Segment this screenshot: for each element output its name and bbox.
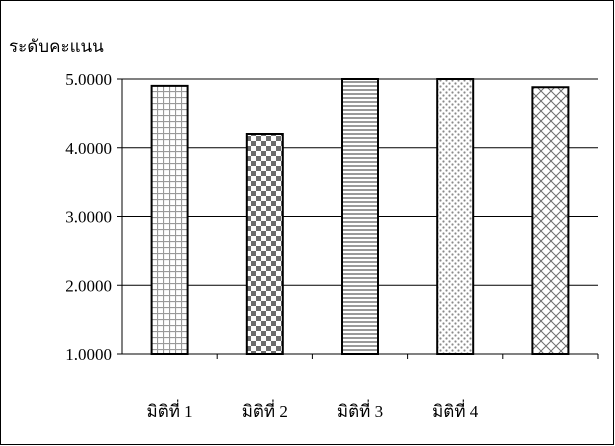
- y-tick-label: 3.0000: [65, 208, 112, 227]
- bar-4: [436, 78, 475, 355]
- y-tick-label: 4.0000: [65, 139, 112, 158]
- x-tick-label: มิติที่ 2: [242, 399, 288, 421]
- x-tick-label: มิติที่ 1: [146, 399, 192, 421]
- y-tick-label: 1.0000: [65, 345, 112, 364]
- bar-1: [150, 84, 189, 355]
- bar-3: [341, 78, 379, 355]
- x-tick-label: มิติที่ 4: [432, 399, 479, 421]
- y-tick-label: 5.0000: [65, 70, 112, 89]
- x-tick-label: มิติที่ 3: [337, 399, 383, 421]
- bar-2: [245, 133, 284, 355]
- y-axis-title: ระดับคะแนน: [9, 37, 104, 56]
- bar-5: [531, 86, 570, 355]
- y-tick-label: 2.0000: [65, 276, 112, 295]
